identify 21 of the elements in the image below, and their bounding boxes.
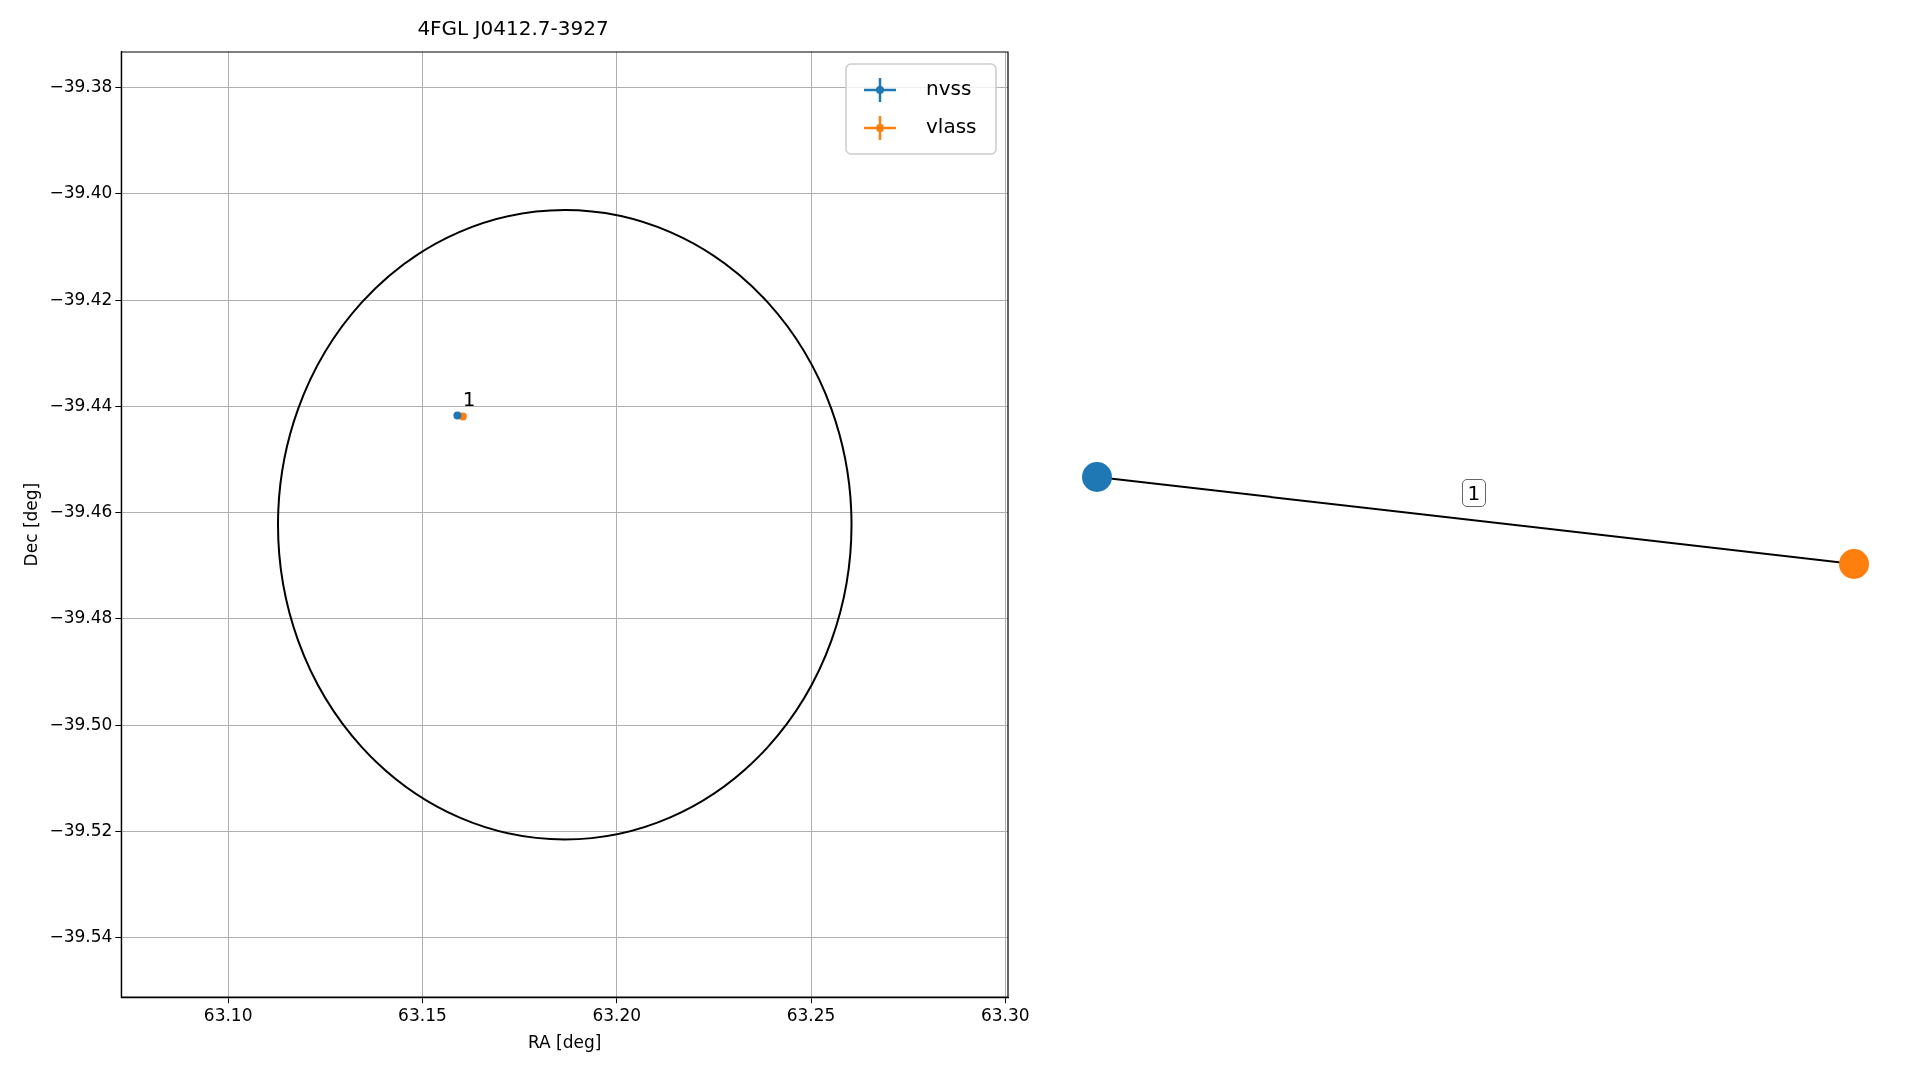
y-tick-label: −39.42: [49, 288, 113, 309]
y-axis-title: Dec [deg]: [20, 482, 41, 567]
annotation: 1: [462, 386, 476, 411]
y-tick-label: −39.50: [49, 713, 113, 734]
text: 1: [1461, 478, 1487, 507]
legend-label: nvss: [926, 76, 972, 101]
y-tick-label: −39.38: [49, 76, 113, 97]
x-tick-label: 63.15: [398, 1004, 447, 1025]
x-axis-title: RA [deg]: [527, 1032, 602, 1053]
x-tick-label: 63.30: [980, 1004, 1030, 1025]
y-tick-label: −39.48: [49, 607, 113, 628]
x-tick-label: 63.20: [592, 1004, 642, 1025]
y-tick-label: −39.52: [49, 819, 113, 840]
y-tick-label: −39.46: [49, 501, 113, 522]
y-tick-label: −39.44: [49, 394, 113, 415]
x-tick-label: 63.25: [786, 1004, 836, 1025]
y-tick-label: −39.54: [49, 926, 113, 947]
x-tick-label: 63.10: [203, 1004, 253, 1025]
y-tick-label: −39.40: [49, 182, 113, 203]
legend-label: vlass: [926, 114, 977, 139]
chart-title: 4FGL J0412.7-3927: [417, 16, 609, 41]
